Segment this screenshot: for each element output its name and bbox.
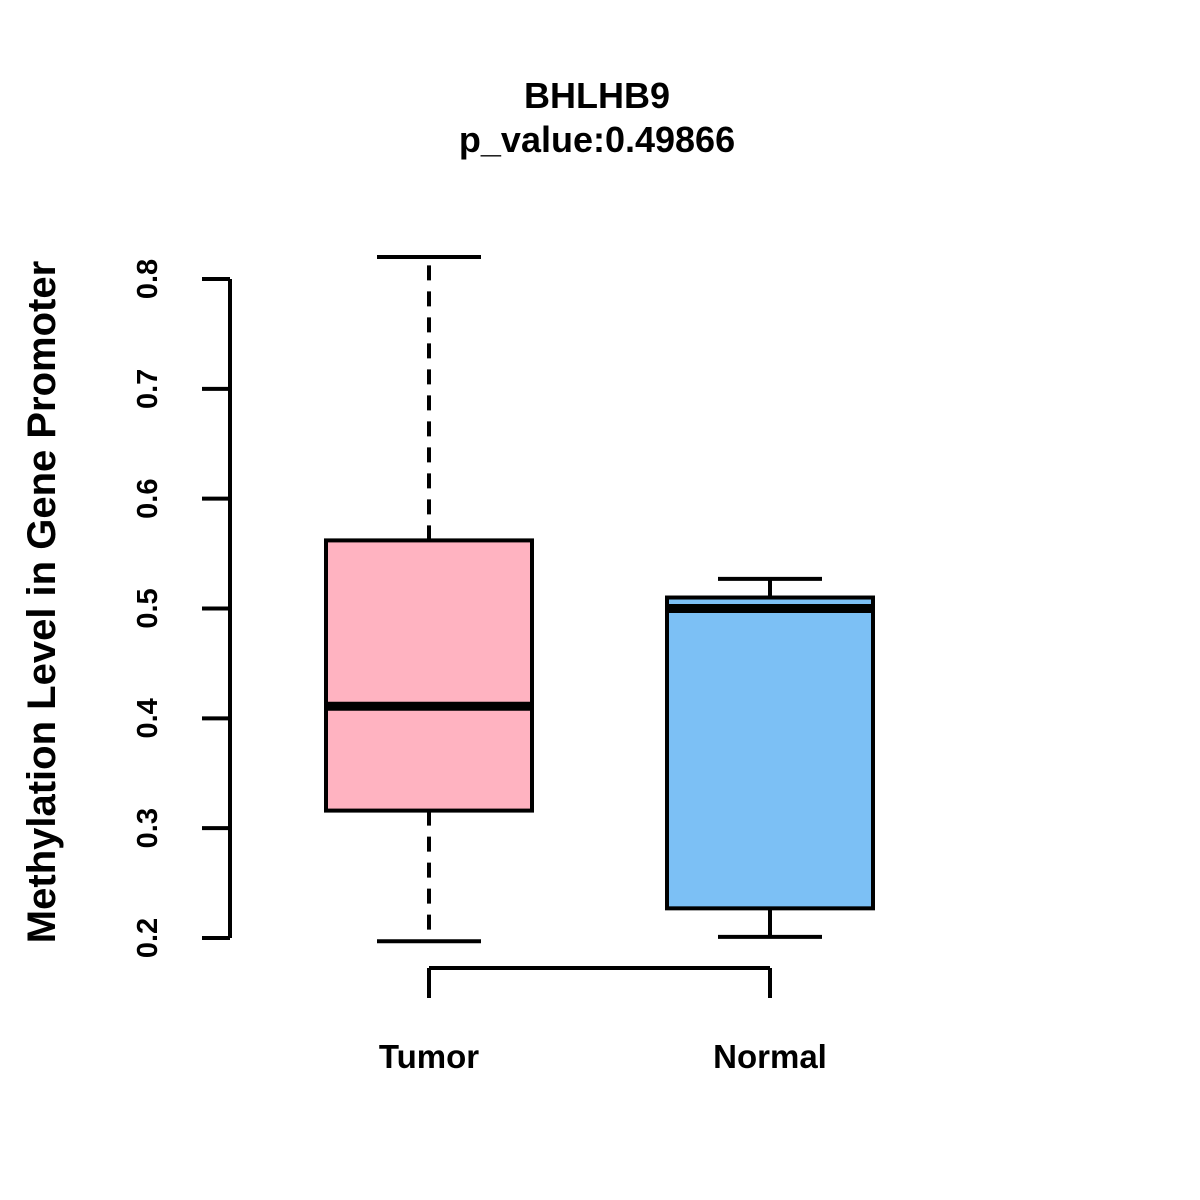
chart-title: BHLHB9 — [524, 75, 670, 116]
y-tick-label: 0.7 — [132, 369, 164, 409]
chart-subtitle: p_value:0.49866 — [459, 119, 735, 160]
plot-layer: 0.2 0.3 0.4 0.5 0.6 0.7 0.8 Tumor Normal — [132, 255, 875, 1075]
x-category-label: Tumor — [379, 1038, 479, 1075]
y-tick-label: 0.6 — [132, 479, 164, 519]
y-tick-label: 0.2 — [132, 918, 164, 958]
y-tick-label: 0.8 — [132, 259, 164, 299]
y-tick-label: 0.4 — [132, 698, 164, 738]
x-category-label: Normal — [713, 1038, 827, 1075]
y-tick-label: 0.3 — [132, 808, 164, 848]
y-axis-label: Methylation Level in Gene Promoter — [20, 261, 64, 943]
box-tumor — [324, 538, 534, 813]
box-normal — [665, 595, 875, 911]
y-tick-label: 0.5 — [132, 588, 164, 628]
